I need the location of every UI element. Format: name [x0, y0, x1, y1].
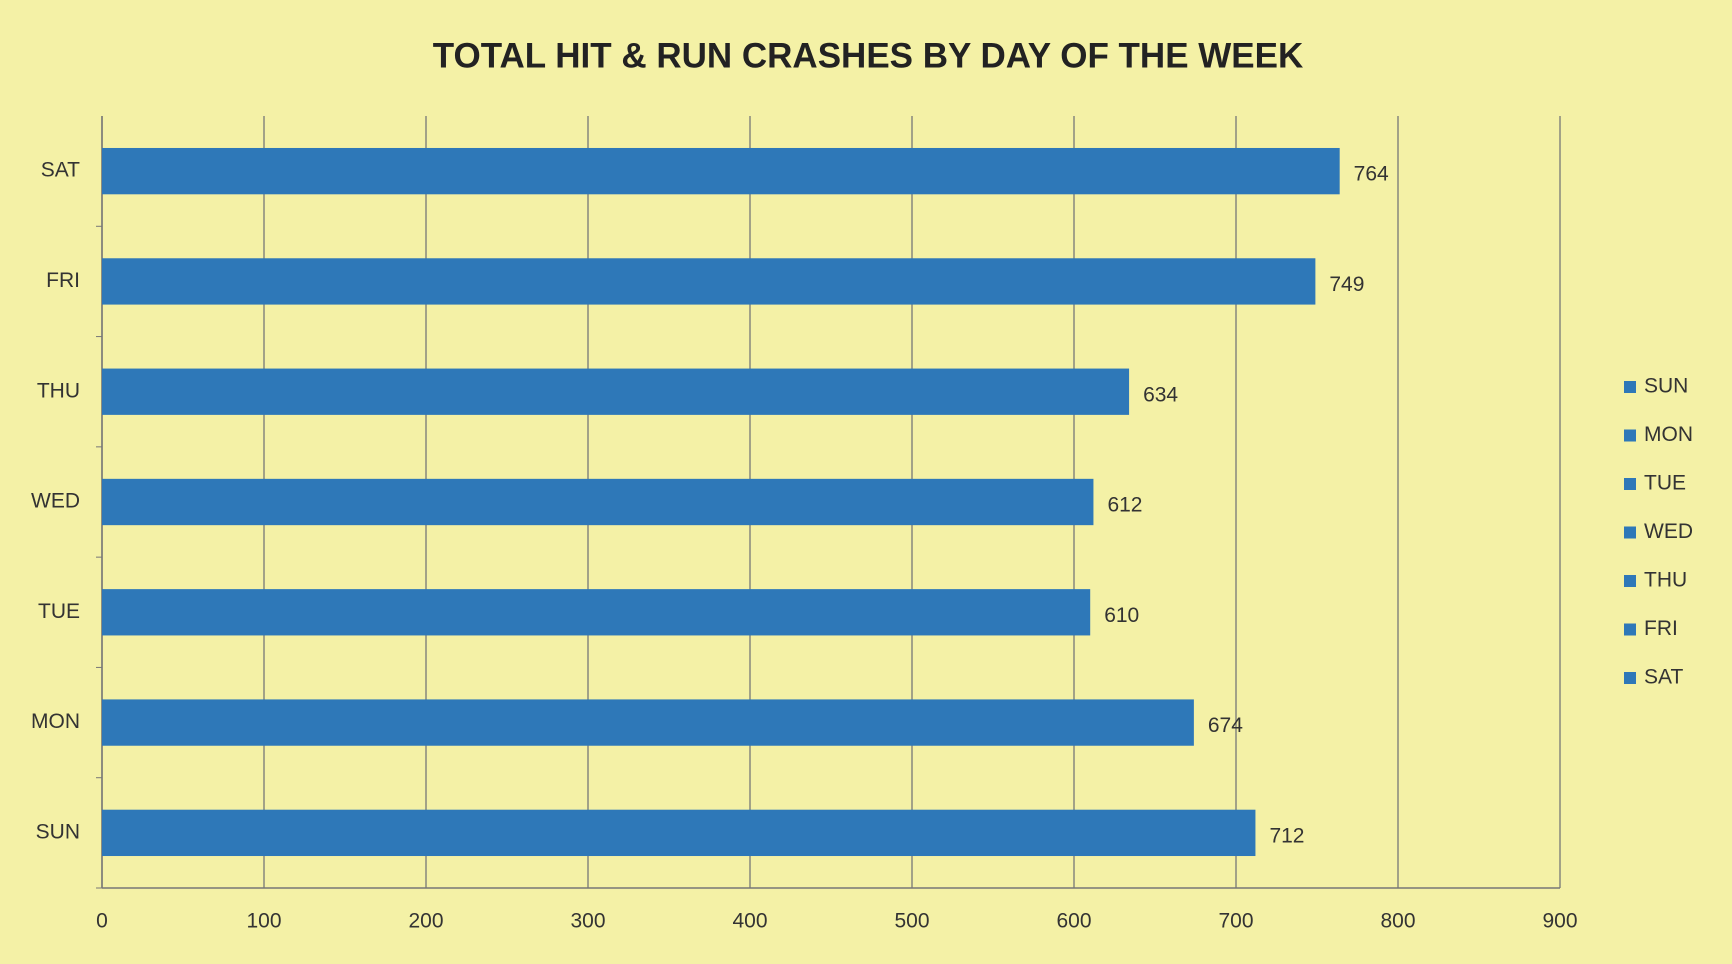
- y-tick-label: SUN: [36, 820, 80, 843]
- y-tick-label: TUE: [38, 600, 80, 623]
- y-tick-label: THU: [37, 379, 80, 402]
- bar: [102, 478, 1094, 526]
- y-tick-label: FRI: [46, 269, 80, 292]
- legend-label: THU: [1644, 569, 1687, 592]
- x-tick-label: 700: [1218, 910, 1253, 933]
- bar: [102, 589, 1091, 636]
- y-tick-label: SAT: [41, 159, 80, 182]
- y-tick-label: MON: [31, 710, 80, 733]
- legend-swatch: [1624, 429, 1636, 442]
- legend-swatch: [1624, 623, 1636, 636]
- x-tick-label: 800: [1380, 910, 1415, 933]
- x-tick-label: 900: [1542, 910, 1577, 933]
- bar: [102, 699, 1194, 746]
- legend-label: WED: [1644, 520, 1693, 543]
- x-tick-label: 0: [96, 910, 108, 933]
- legend-swatch: [1624, 526, 1636, 539]
- bar: [102, 368, 1130, 415]
- bar: [102, 258, 1316, 305]
- x-tick-label: 400: [732, 910, 767, 933]
- legend-swatch: [1624, 381, 1636, 393]
- value-label: 634: [1143, 383, 1178, 406]
- legend-label: SUN: [1644, 375, 1688, 398]
- value-label: 712: [1269, 824, 1304, 847]
- chart-title: TOTAL HIT & RUN CRASHES BY DAY OF THE WE…: [433, 36, 1304, 75]
- value-label: 749: [1329, 273, 1364, 296]
- x-tick-label: 300: [570, 910, 605, 933]
- bar: [102, 809, 1256, 857]
- legend-swatch: [1624, 672, 1636, 684]
- x-tick-label: 100: [246, 910, 281, 933]
- legend-label: TUE: [1644, 472, 1686, 495]
- value-label: 612: [1107, 494, 1142, 517]
- x-tick-label: 600: [1056, 910, 1091, 933]
- bar: [102, 147, 1340, 195]
- value-label: 674: [1208, 714, 1243, 737]
- value-label: 610: [1104, 604, 1139, 627]
- y-tick-label: WED: [31, 490, 80, 513]
- legend-label: SAT: [1644, 666, 1683, 689]
- legend-label: FRI: [1644, 617, 1678, 640]
- x-tick-label: 200: [408, 910, 443, 933]
- value-label: 764: [1354, 163, 1389, 186]
- x-tick-label: 500: [894, 910, 929, 933]
- legend-label: MON: [1644, 423, 1693, 446]
- legend-swatch: [1624, 478, 1636, 490]
- legend-swatch: [1624, 575, 1636, 587]
